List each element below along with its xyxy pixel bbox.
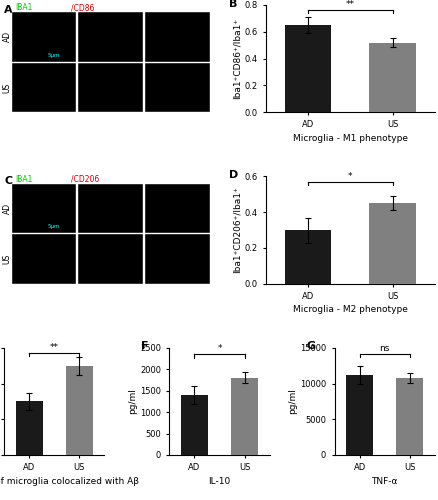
Text: G: G: [306, 342, 315, 351]
X-axis label: TNF-α: TNF-α: [371, 476, 397, 486]
Bar: [395, 378, 422, 455]
Text: /CD206: /CD206: [71, 175, 99, 184]
Y-axis label: Iba1⁺CD86⁺/Iba1⁺: Iba1⁺CD86⁺/Iba1⁺: [233, 18, 241, 99]
Bar: [230, 378, 258, 455]
Text: IBA1: IBA1: [15, 175, 33, 184]
Text: B: B: [229, 0, 237, 8]
Text: *: *: [217, 344, 221, 354]
Bar: [285, 25, 331, 112]
Text: ns: ns: [378, 344, 389, 352]
Text: *: *: [347, 172, 352, 181]
Y-axis label: pg/ml: pg/ml: [128, 388, 137, 414]
X-axis label: IL-10: IL-10: [208, 476, 230, 486]
Bar: [368, 203, 415, 283]
Text: A: A: [4, 5, 13, 15]
Bar: [368, 42, 415, 112]
Text: /CD86: /CD86: [71, 4, 94, 13]
Text: **: **: [50, 344, 59, 352]
X-axis label: Microglia - M2 phenotype: Microglia - M2 phenotype: [292, 305, 407, 314]
Text: 5μm: 5μm: [47, 52, 60, 58]
Text: **: **: [345, 0, 354, 8]
Text: US: US: [3, 254, 11, 264]
Y-axis label: Iba1⁺CD206⁺/Iba1⁺: Iba1⁺CD206⁺/Iba1⁺: [233, 186, 241, 274]
Text: AD: AD: [3, 32, 11, 42]
Bar: [66, 366, 93, 455]
Text: AD: AD: [3, 203, 11, 214]
Text: D: D: [229, 170, 238, 180]
Text: US: US: [3, 82, 11, 92]
Bar: [180, 395, 208, 455]
Bar: [345, 375, 372, 455]
Text: F: F: [141, 342, 148, 351]
Text: 5μm: 5μm: [47, 224, 60, 229]
X-axis label: Microglia - M1 phenotype: Microglia - M1 phenotype: [292, 134, 407, 142]
Bar: [285, 230, 331, 283]
Y-axis label: pg/ml: pg/ml: [287, 388, 297, 414]
Text: IBA1: IBA1: [15, 4, 33, 13]
Text: C: C: [4, 176, 13, 186]
X-axis label: Ratio of microglia colocalized with Aβ: Ratio of microglia colocalized with Aβ: [0, 476, 139, 486]
Bar: [16, 402, 43, 455]
